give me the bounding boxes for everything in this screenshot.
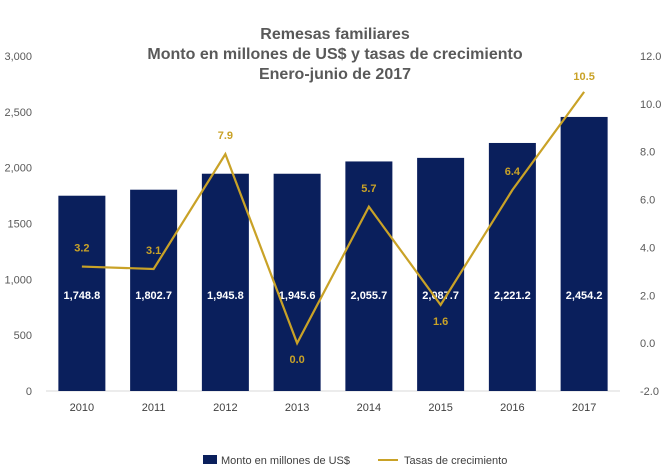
line-data-label: 5.7 — [361, 183, 376, 195]
axes-group: 0 500 1,000 1500 2,000 2,500 3,000 -2.0 0.0 2.0 4.… — [4, 51, 661, 414]
x-tick-label: 2013 — [285, 402, 309, 414]
legend-label-bars: Monto en millones de US$ — [221, 455, 350, 467]
y-right-tick-label: 4.0 — [640, 242, 655, 254]
line-data-label: 7.9 — [218, 130, 233, 142]
legend: Monto en millones de US$ Tasas de crecim… — [203, 455, 507, 467]
line-data-label: 0.0 — [289, 354, 304, 366]
y-right-tick-label: -2.0 — [640, 386, 659, 398]
y-right-tick-label: 12.0 — [640, 51, 661, 63]
bars-group: 1,748.8 1,802.7 1,945.8 1,945.6 2,055.7 2,087… — [58, 116, 608, 392]
line-group: 3.2 3.1 7.9 0.0 5.7 1.6 6.4 10.5 — [74, 71, 595, 366]
bar-data-label: 1,945.6 — [279, 290, 316, 302]
y-left-tick-label: 1500 — [8, 219, 32, 231]
y-left-tick-label: 1,000 — [4, 274, 32, 286]
y-left-tick-label: 0 — [26, 386, 32, 398]
legend-swatch-bars — [203, 455, 217, 464]
bar-data-label: 2,221.2 — [494, 290, 531, 302]
y-right-tick-label: 0.0 — [640, 338, 655, 350]
chart-title-line-3: Enero-junio de 2017 — [259, 66, 411, 83]
y-right-tick-label: 8.0 — [640, 147, 655, 159]
line-data-label: 1.6 — [433, 316, 448, 328]
legend-label-line: Tasas de crecimiento — [404, 455, 507, 467]
chart-title-line-2: Monto en millones de US$ y tasas de crec… — [147, 46, 522, 63]
bar — [273, 173, 321, 391]
bar-data-label: 1,945.8 — [207, 290, 244, 302]
bar — [130, 189, 178, 391]
line-data-label: 3.1 — [146, 245, 161, 257]
y-left-tick-label: 2,000 — [4, 163, 32, 175]
chart-title-line-1: Remesas familiares — [260, 26, 410, 43]
bar — [417, 157, 465, 391]
x-tick-label: 2014 — [357, 402, 381, 414]
bar-data-label: 2,055.7 — [351, 290, 388, 302]
line-data-label: 10.5 — [573, 71, 594, 83]
chart-title-group: Remesas familiares Monto en millones de … — [147, 26, 522, 83]
x-tick-label: 2012 — [213, 402, 237, 414]
y-left-tick-label: 3,000 — [4, 51, 32, 63]
x-tick-label: 2011 — [142, 402, 166, 414]
bar — [345, 161, 393, 391]
x-tick-label: 2015 — [428, 402, 452, 414]
y-left-tick-label: 500 — [14, 330, 32, 342]
x-tick-label: 2016 — [500, 402, 524, 414]
bar-data-label: 2,087.7 — [422, 290, 459, 302]
bar-data-label: 2,454.2 — [566, 290, 603, 302]
line-data-label: 6.4 — [505, 166, 521, 178]
bar — [560, 116, 608, 392]
bar-data-label: 1,802.7 — [135, 290, 172, 302]
bar-data-label: 1,748.8 — [64, 290, 101, 302]
y-right-tick-label: 2.0 — [640, 290, 655, 302]
y-right-tick-label: 10.0 — [640, 99, 661, 111]
bar — [58, 195, 106, 391]
bar — [201, 173, 249, 391]
bar — [488, 142, 536, 391]
y-right-tick-label: 6.0 — [640, 195, 655, 207]
x-tick-label: 2017 — [572, 402, 596, 414]
x-tick-label: 2010 — [70, 402, 94, 414]
growth-rate-line — [81, 91, 586, 346]
y-left-tick-label: 2,500 — [4, 107, 32, 119]
line-data-label: 3.2 — [74, 243, 89, 255]
